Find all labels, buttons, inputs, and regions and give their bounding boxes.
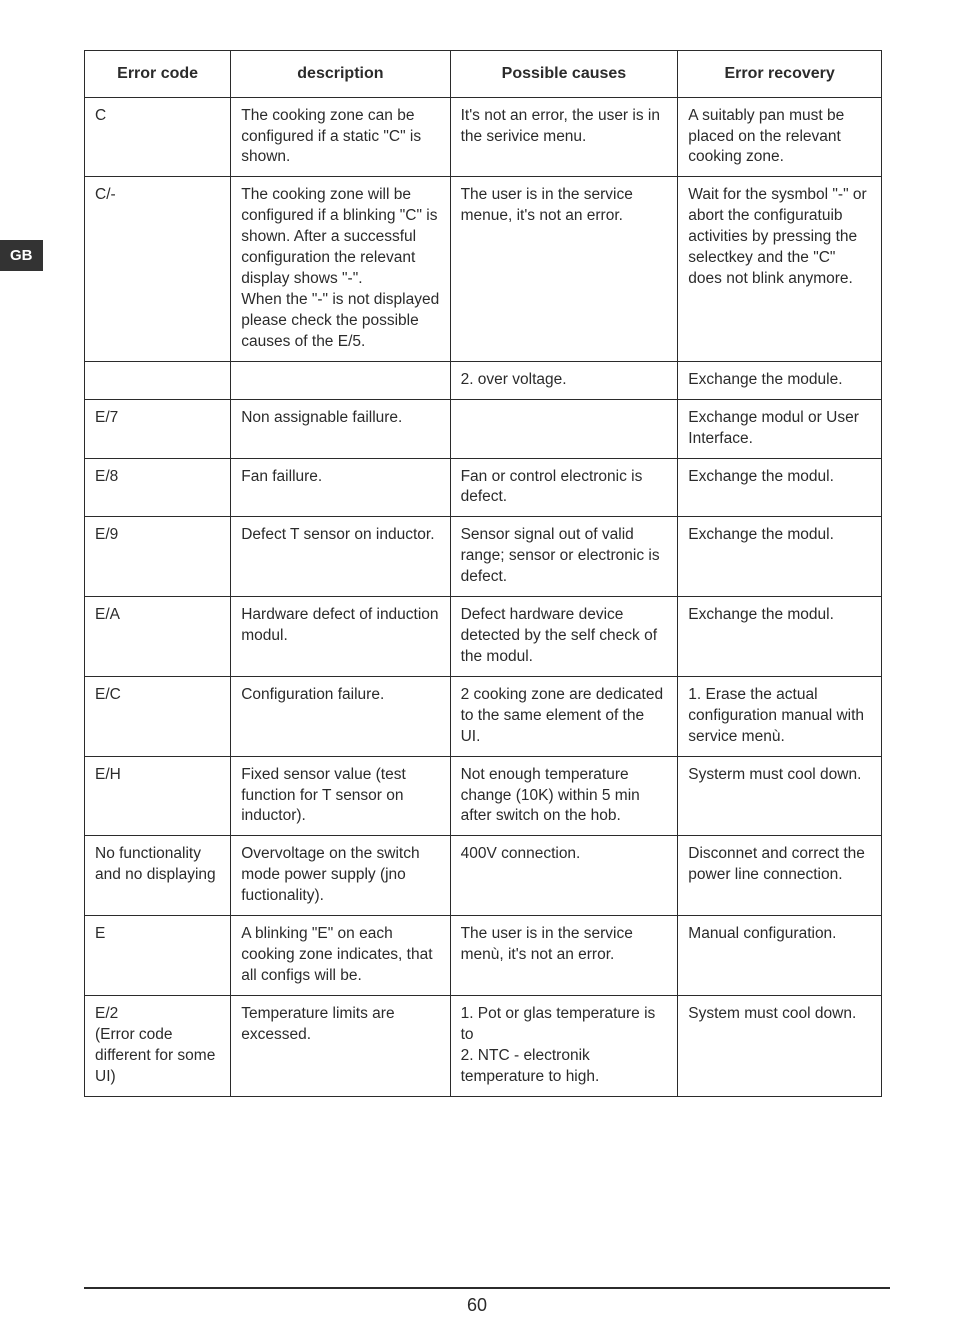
col-header-error-recovery: Error recovery [678,51,882,98]
cell-error-recovery: Manual configuration. [678,916,882,996]
cell-possible-causes [450,399,678,458]
cell-error-code: E/2(Error code different for some UI) [85,995,231,1096]
cell-possible-causes: The user is in the service menù, it's no… [450,916,678,996]
cell-error-recovery: Exchange the modul. [678,517,882,597]
table-row: E/9 Defect T sensor on inductor. Sensor … [85,517,882,597]
table-row: E/7 Non assignable faillure. Exchange mo… [85,399,882,458]
table-row: 2. over voltage. Exchange the module. [85,361,882,399]
col-header-possible-causes: Possible causes [450,51,678,98]
table-row: E/C Configuration failure. 2 cooking zon… [85,676,882,756]
side-tab: GB [0,240,43,271]
cell-error-recovery: 1. Erase the actual configuration manual… [678,676,882,756]
cell-description: Overvoltage on the switch mode power sup… [231,836,450,916]
page-number: 60 [0,1295,954,1316]
cell-possible-causes: 1. Pot or glas temperature is to2. NTC -… [450,995,678,1096]
cell-description [231,361,450,399]
cell-error-code: E/8 [85,458,231,517]
cell-error-code: E/C [85,676,231,756]
table-body: C The cooking zone can be configured if … [85,97,882,1096]
table-row: E A blinking "E" on each cooking zone in… [85,916,882,996]
cell-description: Non assignable faillure. [231,399,450,458]
cell-error-recovery: Disconnet and correct the power line con… [678,836,882,916]
cell-possible-causes: Fan or control electronic is defect. [450,458,678,517]
cell-error-recovery: A suitably pan must be placed on the rel… [678,97,882,177]
cell-error-code: E/H [85,756,231,836]
cell-possible-causes: Defect hardware device detected by the s… [450,597,678,677]
cell-error-code [85,361,231,399]
table-row: E/H Fixed sensor value (test function fo… [85,756,882,836]
cell-possible-causes: Sensor signal out of valid range; sensor… [450,517,678,597]
cell-description: Defect T sensor on inductor. [231,517,450,597]
cell-error-recovery: Wait for the sysmbol "-" or abort the co… [678,177,882,361]
table-row: No functionality and no displaying Overv… [85,836,882,916]
cell-description: The cooking zone will be configured if a… [231,177,450,361]
cell-error-code: No functionality and no displaying [85,836,231,916]
cell-possible-causes: 2. over voltage. [450,361,678,399]
cell-error-code: E/A [85,597,231,677]
footer-rule [84,1287,890,1289]
error-table: Error code description Possible causes E… [84,50,882,1097]
cell-possible-causes: It's not an error, the user is in the se… [450,97,678,177]
page-footer: 60 [0,1287,954,1316]
cell-error-recovery: Exchange the module. [678,361,882,399]
cell-error-code: E [85,916,231,996]
cell-possible-causes: Not enough temperature change (10K) with… [450,756,678,836]
cell-error-recovery: Exchange the modul. [678,458,882,517]
cell-description: Hardware defect of induction modul. [231,597,450,677]
table-row: E/2(Error code different for some UI) Te… [85,995,882,1096]
table-row: C/- The cooking zone will be configured … [85,177,882,361]
cell-description: Configuration failure. [231,676,450,756]
table-header-row: Error code description Possible causes E… [85,51,882,98]
cell-error-recovery: Exchange the modul. [678,597,882,677]
table-row: E/A Hardware defect of induction modul. … [85,597,882,677]
cell-description: Fixed sensor value (test function for T … [231,756,450,836]
cell-description: The cooking zone can be configured if a … [231,97,450,177]
cell-error-recovery: System must cool down. [678,995,882,1096]
col-header-description: description [231,51,450,98]
cell-error-code: E/7 [85,399,231,458]
cell-error-code: C/- [85,177,231,361]
cell-description: Fan faillure. [231,458,450,517]
cell-error-code: C [85,97,231,177]
cell-possible-causes: 400V connection. [450,836,678,916]
cell-description: A blinking "E" on each cooking zone indi… [231,916,450,996]
cell-possible-causes: The user is in the service menue, it's n… [450,177,678,361]
cell-possible-causes: 2 cooking zone are dedicated to the same… [450,676,678,756]
cell-error-recovery: Systerm must cool down. [678,756,882,836]
table-row: C The cooking zone can be configured if … [85,97,882,177]
col-header-error-code: Error code [85,51,231,98]
cell-error-code: E/9 [85,517,231,597]
cell-description: Temperature limits are excessed. [231,995,450,1096]
table-row: E/8 Fan faillure. Fan or control electro… [85,458,882,517]
cell-error-recovery: Exchange modul or User Interface. [678,399,882,458]
